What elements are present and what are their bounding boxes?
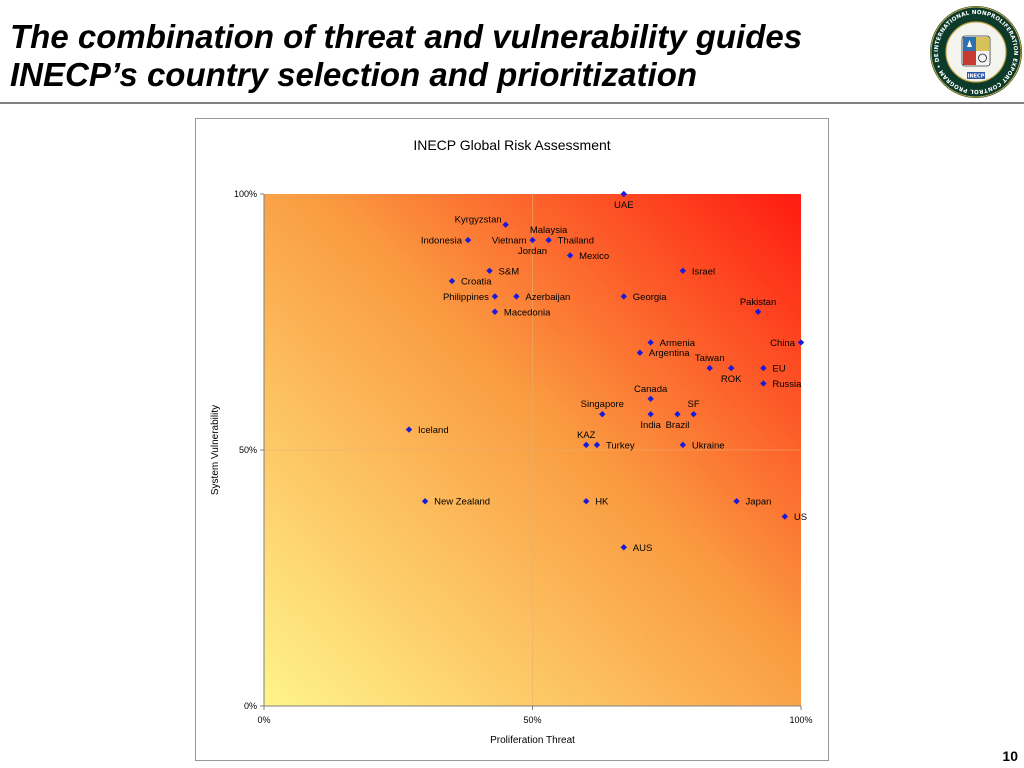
data-label-macedonia: Macedonia xyxy=(504,307,551,318)
data-point-azerbaijan xyxy=(513,293,520,300)
chart-frame: INECP Global Risk Assessment 0% 50% 100% 0%… xyxy=(195,118,829,761)
data-point-philippines xyxy=(491,293,499,300)
data-label-uae: UAE xyxy=(614,200,634,211)
data-label-russia: Russia xyxy=(772,379,802,390)
data-label-eu: EU xyxy=(772,364,785,375)
data-label-argentina: Argentina xyxy=(649,348,690,359)
x-axis-label: Proliferation Threat xyxy=(490,735,575,746)
data-label-us: US xyxy=(794,512,807,523)
data-point-pakistan xyxy=(754,308,762,315)
x-tick-label: 100% xyxy=(789,715,812,725)
axes: 0% 50% 100% 0% 50% 100% xyxy=(234,189,813,725)
data-label-vietnam: Vietnam xyxy=(492,236,527,247)
x-tick-label: 0% xyxy=(257,715,270,725)
data-label-pakistan: Pakistan xyxy=(740,297,776,308)
data-point-armenia xyxy=(647,339,654,346)
data-label-azerbaijan: Azerbaijan xyxy=(525,292,570,303)
seal-badge-text: INECP xyxy=(968,74,985,80)
data-point-brazil xyxy=(674,410,681,418)
data-label-aus: AUS xyxy=(633,543,653,554)
doe-seal-logo: INTERNATIONAL NONPROLIFERATION EXPORT CO… xyxy=(928,2,1022,98)
data-point-ukraine xyxy=(679,441,687,449)
data-point-iceland xyxy=(405,426,413,433)
data-label-ukraine: Ukraine xyxy=(692,440,725,451)
data-label-armenia: Armenia xyxy=(660,338,696,349)
seal-badge xyxy=(967,72,985,79)
page-number: 10 xyxy=(1002,748,1018,764)
data-label-turkey: Turkey xyxy=(606,440,635,451)
data-point-s-m xyxy=(486,267,493,274)
data-point-eu xyxy=(760,364,767,372)
data-label-thailand: Thailand xyxy=(558,236,594,247)
data-label-taiwan: Taiwan xyxy=(695,353,725,364)
data-label-hk: HK xyxy=(595,497,609,508)
data-label-s-m: S&M xyxy=(499,266,520,277)
data-label-japan: Japan xyxy=(746,497,772,508)
data-point-russia xyxy=(760,380,767,387)
slide-title: The combination of threat and vulnerabil… xyxy=(10,18,910,94)
x-tick-label: 50% xyxy=(523,715,541,725)
title-divider xyxy=(0,102,1024,104)
data-point-india xyxy=(647,410,654,418)
data-point-china xyxy=(797,339,805,346)
slide-title-line-1: The combination of threat and vulnerabil… xyxy=(10,18,803,55)
chart-title: INECP Global Risk Assessment xyxy=(413,137,610,153)
data-point-macedonia xyxy=(491,308,499,315)
data-point-taiwan xyxy=(706,364,713,372)
y-tick-label: 0% xyxy=(244,701,257,711)
data-label-china: China xyxy=(770,338,796,349)
risk-scatter-chart: INECP Global Risk Assessment 0% 50% 100%0%… xyxy=(210,137,813,746)
data-label-kyrgyzstan: Kyrgyzstan xyxy=(455,215,502,226)
data-point-japan xyxy=(733,498,740,505)
data-point-vietnam xyxy=(529,236,536,244)
data-point-us xyxy=(781,513,789,520)
data-point-rok xyxy=(727,364,735,372)
data-label-philippines: Philippines xyxy=(443,292,489,303)
data-label-new-zealand: New Zealand xyxy=(434,497,490,508)
data-label-rok: ROK xyxy=(721,374,742,385)
data-label-kaz: KAZ xyxy=(577,430,596,441)
data-point-israel xyxy=(679,267,687,274)
data-label-sf: SF xyxy=(688,399,700,410)
data-point-indonesia xyxy=(464,236,472,244)
data-label-india: India xyxy=(640,420,661,431)
data-point-new-zealand xyxy=(421,498,429,505)
slide-title-line-2: INECP’s country selection and prioritiza… xyxy=(10,56,698,93)
data-label-croatia: Croatia xyxy=(461,277,492,288)
data-label-iceland: Iceland xyxy=(418,425,449,436)
data-point-sf xyxy=(690,410,697,418)
data-label-jordan: Jordan xyxy=(518,246,547,257)
data-point-malaysia xyxy=(545,236,552,244)
y-tick-label: 100% xyxy=(234,189,257,199)
y-tick-label: 50% xyxy=(239,445,257,455)
data-point-canada xyxy=(647,395,654,402)
data-label-malaysia: Malaysia xyxy=(530,225,568,236)
data-label-indonesia: Indonesia xyxy=(421,236,463,247)
grid-lines xyxy=(264,194,801,706)
data-label-georgia: Georgia xyxy=(633,292,668,303)
data-point-croatia xyxy=(448,277,456,285)
data-label-mexico: Mexico xyxy=(579,251,609,262)
y-axis-label: System Vulnerability xyxy=(210,405,221,495)
data-label-singapore: Singapore xyxy=(581,399,624,410)
data-point-kyrgyzstan xyxy=(502,221,509,228)
data-label-canada: Canada xyxy=(634,384,668,395)
data-label-brazil: Brazil xyxy=(666,420,690,431)
data-label-israel: Israel xyxy=(692,266,715,277)
